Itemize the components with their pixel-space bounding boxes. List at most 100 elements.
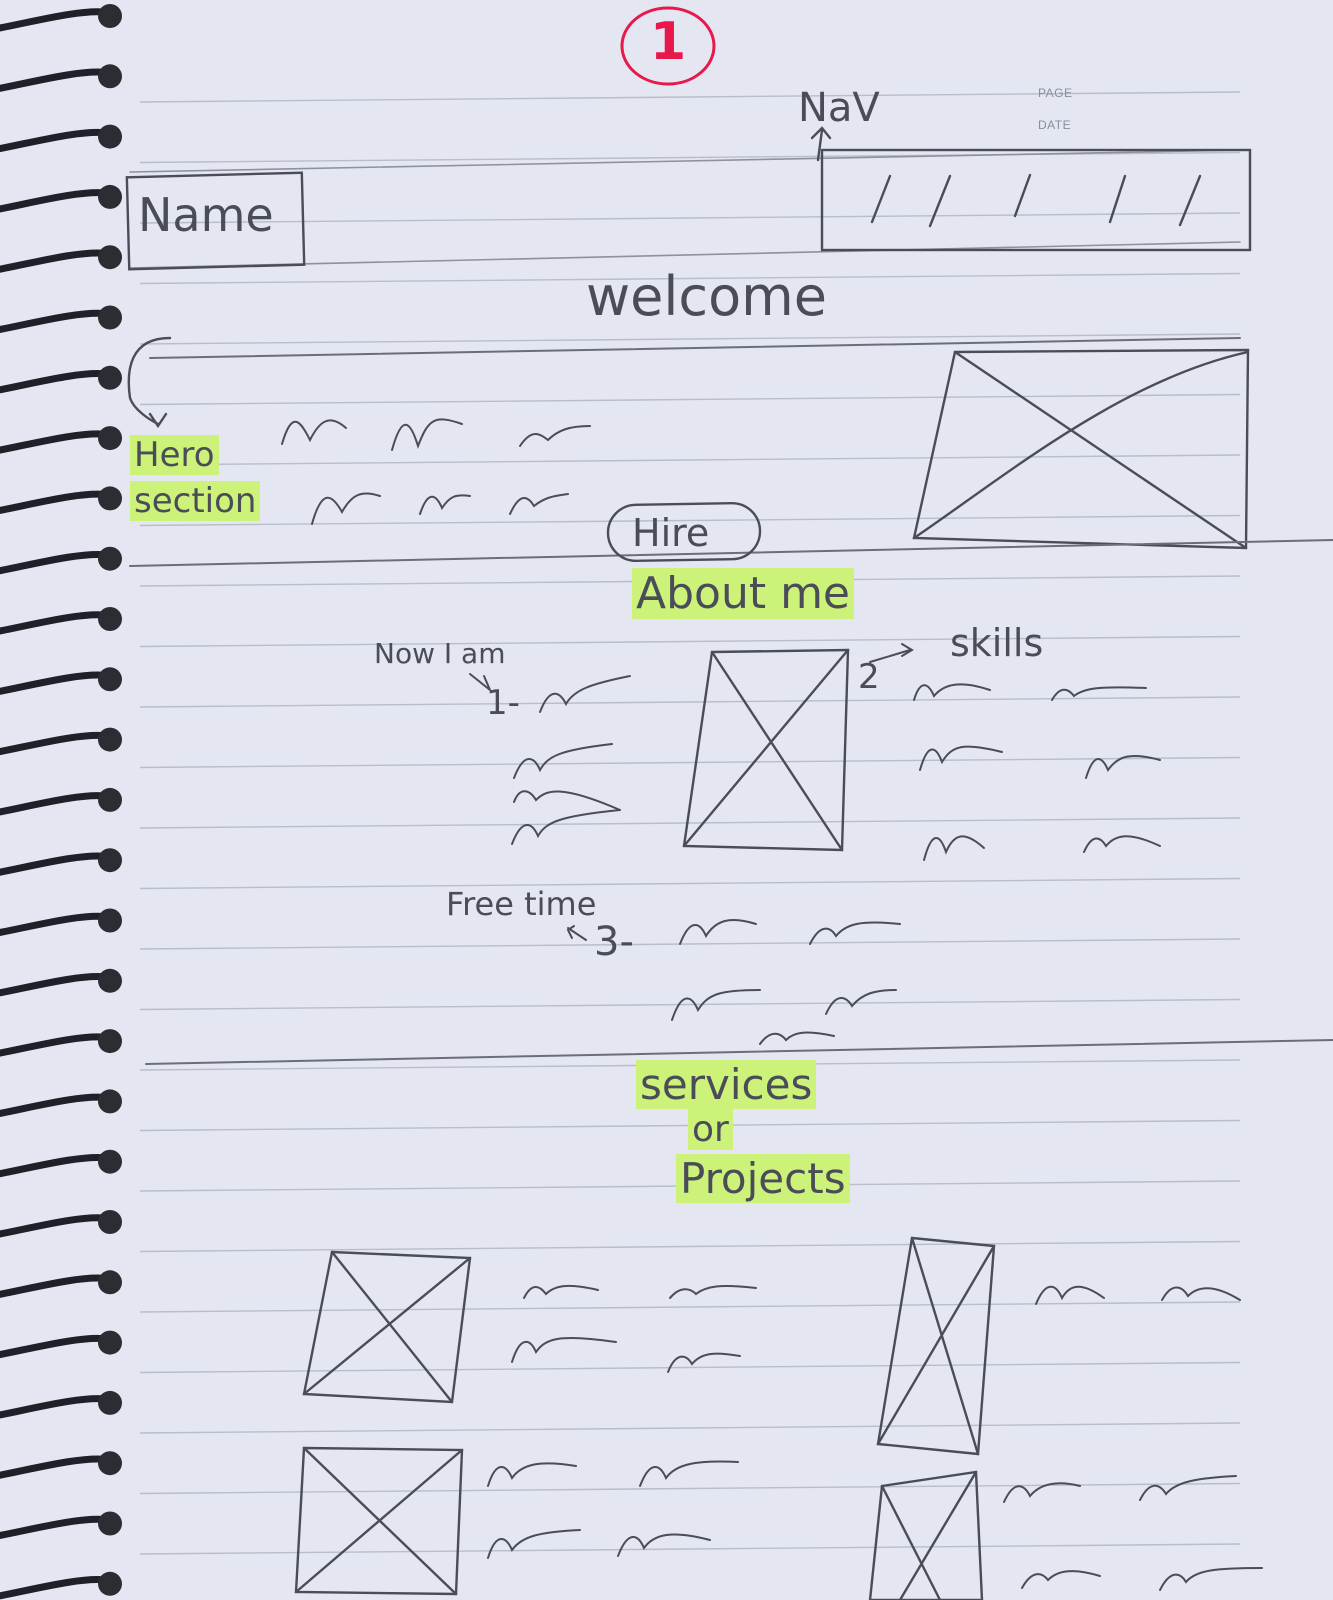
spiral-coil	[0, 731, 108, 756]
spiral-coil	[0, 430, 108, 454]
name-box-frame	[125, 171, 306, 271]
spiral-coil	[0, 550, 108, 575]
rule-line	[139, 1543, 1241, 1555]
about-item-1: 1-	[486, 683, 520, 723]
spiral-coil	[0, 249, 108, 273]
project-text-scribble-1	[511, 1284, 757, 1373]
spiral-hole	[98, 64, 122, 89]
spiral-coil	[0, 852, 108, 876]
project-image-placeholder-3	[294, 1446, 464, 1596]
spiral-hole	[98, 1089, 122, 1114]
about-skills-label: skills	[950, 621, 1044, 665]
about-item-3: 3-	[594, 919, 634, 965]
rule-line	[139, 454, 1241, 466]
spiral-coil	[0, 370, 108, 394]
spiral-coil	[0, 671, 108, 695]
spiral-hole	[98, 1270, 122, 1295]
rule-line	[139, 1301, 1241, 1313]
hero-image-placeholder	[912, 348, 1250, 550]
spiral-hole	[98, 607, 122, 631]
nav-arrow-icon	[810, 126, 832, 162]
spiral-hole	[98, 1451, 122, 1476]
spiral-coil	[0, 611, 108, 635]
spiral-coil	[0, 1576, 108, 1600]
spiral-hole	[98, 1029, 122, 1054]
rule-line	[139, 635, 1241, 648]
rule-line	[139, 696, 1241, 708]
rule-line	[139, 1361, 1241, 1374]
spiral-coil	[0, 1274, 108, 1298]
spiral-coil	[0, 1455, 108, 1479]
spiral-hole	[98, 546, 122, 571]
project-text-scribble-2	[1035, 1285, 1241, 1305]
rule-line	[139, 212, 1241, 224]
name-box-text: Name	[138, 188, 274, 242]
spiral-hole	[98, 968, 122, 993]
rule-line	[139, 1422, 1241, 1434]
welcome-heading: welcome	[586, 265, 827, 328]
spiral-coil	[0, 1515, 108, 1539]
page-number-circle	[620, 6, 716, 86]
rule-line	[139, 514, 1241, 527]
spiral-coil	[0, 490, 108, 514]
spiral-hole	[98, 787, 122, 812]
spiral-hole	[98, 426, 122, 451]
spiral-hole	[98, 1149, 122, 1174]
page-stamp-label: PAGE	[1038, 86, 1073, 100]
about-now-scribble	[469, 673, 631, 845]
rule-line	[139, 938, 1241, 950]
about-heading: About me	[632, 568, 855, 619]
nav-label: NaV	[798, 85, 880, 131]
project-text-scribble-4	[1003, 1475, 1263, 1591]
about-free-time-scribble	[566, 919, 901, 1045]
projects-heading-line1: services	[636, 1060, 817, 1109]
projects-heading-line3: Projects	[676, 1154, 850, 1203]
about-free-time-label: Free time	[446, 885, 597, 923]
spiral-coil	[0, 1214, 108, 1238]
spiral-hole	[98, 4, 122, 28]
project-image-placeholder-1	[302, 1250, 472, 1404]
hero-label-line1: Hero	[130, 435, 219, 475]
hire-button[interactable]: Hire	[632, 511, 710, 555]
nav-link-marks	[870, 173, 1202, 228]
rule-line	[139, 393, 1241, 406]
about-skills-scribble	[869, 643, 1161, 861]
spiral-hole	[98, 1330, 122, 1355]
spiral-hole	[98, 124, 122, 149]
spiral-binding	[0, 4, 122, 1600]
page-number: 1	[650, 12, 687, 72]
spiral-hole	[98, 848, 122, 873]
nav-bar-frame	[820, 148, 1252, 252]
spiral-hole	[98, 1390, 122, 1415]
rule-line	[139, 91, 1241, 103]
spiral-hole	[98, 486, 122, 511]
spiral-coil	[0, 189, 108, 213]
rule-line	[139, 998, 1241, 1011]
hero-text-scribble	[281, 418, 591, 525]
spiral-hole	[98, 727, 122, 752]
rule-line	[139, 333, 1241, 345]
spiral-coil	[0, 792, 108, 816]
rule-line	[139, 272, 1241, 285]
spiral-coil	[0, 912, 108, 936]
spiral-coil	[0, 8, 108, 32]
spiral-hole	[98, 305, 122, 330]
rule-line	[139, 817, 1241, 829]
about-image-placeholder	[682, 648, 850, 852]
spiral-hole	[98, 245, 122, 270]
spiral-hole	[98, 365, 122, 390]
spiral-coil	[0, 128, 108, 153]
hero-bracket-icon	[127, 336, 172, 429]
spiral-hole	[98, 184, 122, 209]
date-stamp-label: DATE	[1038, 118, 1072, 132]
rule-line	[139, 1240, 1241, 1253]
spiral-hole	[98, 1511, 122, 1536]
rule-line	[139, 1482, 1241, 1495]
spiral-coil	[0, 309, 108, 333]
spiral-coil	[0, 1395, 108, 1419]
hero-label-line2: section	[130, 481, 261, 521]
spiral-hole	[98, 908, 122, 933]
about-now-label: Now I am	[374, 637, 506, 670]
